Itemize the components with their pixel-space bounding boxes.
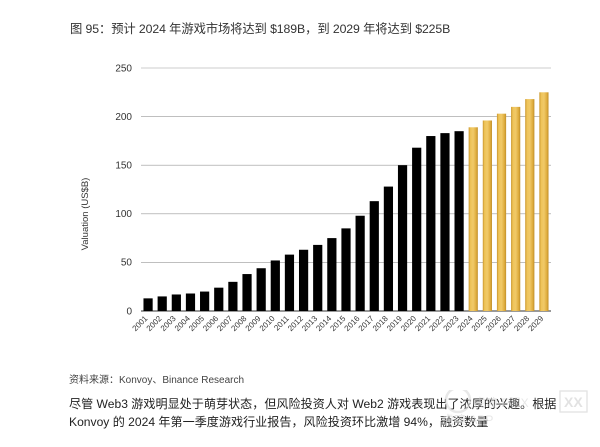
svg-text:100: 100: [115, 209, 132, 220]
svg-text:200: 200: [115, 112, 132, 123]
svg-text:2029: 2029: [526, 314, 545, 333]
svg-text:Valuation (US$B): Valuation (US$B): [80, 178, 91, 251]
svg-text:250: 250: [115, 63, 132, 74]
svg-text:50: 50: [121, 258, 133, 269]
svg-text:150: 150: [115, 161, 132, 172]
svg-text:0: 0: [126, 306, 132, 317]
